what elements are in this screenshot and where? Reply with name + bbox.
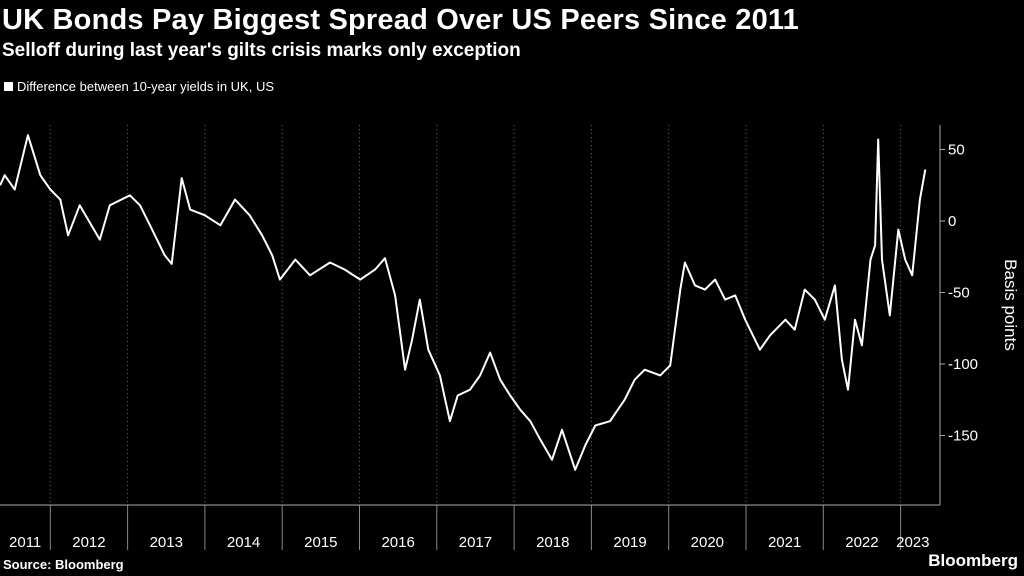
chart-subtitle: Selloff during last year's gilts crisis … [2, 40, 521, 61]
y-tick-label: -50 [948, 285, 970, 302]
x-tick-label: 2023 [896, 534, 929, 551]
legend-label: Difference between 10-year yields in UK,… [17, 79, 274, 94]
x-tick-label: 2015 [304, 534, 337, 551]
x-tick-label: 2011 [9, 534, 41, 551]
legend: Difference between 10-year yields in UK,… [4, 79, 274, 94]
y-tick-label: 0 [948, 213, 956, 230]
x-tick-label: 2017 [459, 534, 492, 551]
x-tick-label: 2021 [768, 534, 801, 551]
x-tick-label: 2013 [150, 534, 183, 551]
x-tick-label: 2014 [227, 534, 260, 551]
x-tick-label: 2016 [381, 534, 414, 551]
y-tick-label: -100 [948, 356, 978, 373]
y-axis-label: Basis points [1001, 259, 1020, 351]
y-tick-label: 50 [948, 142, 965, 159]
x-tick-label: 2022 [845, 534, 878, 551]
y-tick-label: -150 [948, 428, 978, 445]
chart-title: UK Bonds Pay Biggest Spread Over US Peer… [2, 4, 799, 36]
x-tick-label: 2012 [72, 534, 105, 551]
x-tick-label: 2019 [613, 534, 646, 551]
legend-swatch [4, 82, 13, 91]
bloomberg-logo: Bloomberg [928, 551, 1018, 570]
x-tick-label: 2020 [691, 534, 724, 551]
series-line [0, 134, 927, 471]
x-tick-label: 2018 [536, 534, 569, 551]
source-note: Source: Bloomberg [3, 557, 124, 572]
